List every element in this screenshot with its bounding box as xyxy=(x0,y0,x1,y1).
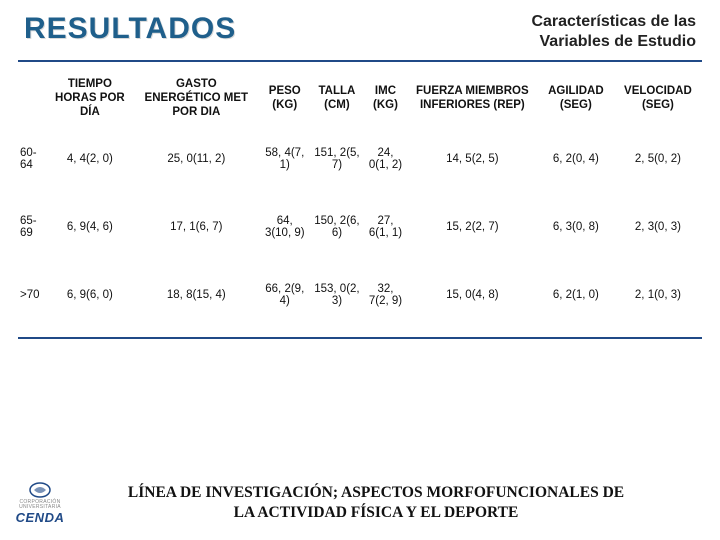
cell: 32, 7(2, 9) xyxy=(364,261,407,329)
cell: 15, 0(4, 8) xyxy=(407,261,538,329)
cell: 27, 6(1, 1) xyxy=(364,193,407,261)
cell: 6, 2(0, 4) xyxy=(538,125,614,193)
cell: 4, 4(2, 0) xyxy=(47,125,133,193)
cell: 2, 1(0, 3) xyxy=(614,261,702,329)
table-row: 65-69 6, 9(4, 6) 17, 1(6, 7) 64, 3(10, 9… xyxy=(18,193,702,261)
subtitle: Características de las Variables de Estu… xyxy=(531,12,696,52)
cell: 6, 9(4, 6) xyxy=(47,193,133,261)
logo: CORPORACIÓN UNIVERSITARIA CENDA xyxy=(10,480,70,526)
cenda-logo-icon xyxy=(28,481,52,499)
cell: 24, 0(1, 2) xyxy=(364,125,407,193)
footer: CORPORACIÓN UNIVERSITARIA CENDA LÍNEA DE… xyxy=(0,470,720,540)
divider-bottom xyxy=(18,337,702,339)
col-header-imc: IMC (KG) xyxy=(364,72,407,125)
cell: 6, 3(0, 8) xyxy=(538,193,614,261)
cell: 151, 2(5, 7) xyxy=(310,125,365,193)
cell: 58, 4(7, 1) xyxy=(260,125,310,193)
cell: 15, 2(2, 7) xyxy=(407,193,538,261)
table-row: 60-64 4, 4(2, 0) 25, 0(11, 2) 58, 4(7, 1… xyxy=(18,125,702,193)
cell: 14, 5(2, 5) xyxy=(407,125,538,193)
results-table: TIEMPO HORAS POR DÍA GASTO ENERGÉTICO ME… xyxy=(18,72,702,329)
cell: 2, 5(0, 2) xyxy=(614,125,702,193)
col-header-agilidad: AGILIDAD (SEG) xyxy=(538,72,614,125)
cell: 60-64 xyxy=(18,125,47,193)
cell: 6, 9(6, 0) xyxy=(47,261,133,329)
col-header-group xyxy=(18,72,47,125)
col-header-velocidad: VELOCIDAD (SEG) xyxy=(614,72,702,125)
table-container: TIEMPO HORAS POR DÍA GASTO ENERGÉTICO ME… xyxy=(0,62,720,329)
cell: 150, 2(6, 6) xyxy=(310,193,365,261)
cell: 18, 8(15, 4) xyxy=(133,261,260,329)
cell: 64, 3(10, 9) xyxy=(260,193,310,261)
table-header-row: TIEMPO HORAS POR DÍA GASTO ENERGÉTICO ME… xyxy=(18,72,702,125)
subtitle-line2: Variables de Estudio xyxy=(531,32,696,52)
col-header-tiempo: TIEMPO HORAS POR DÍA xyxy=(47,72,133,125)
col-header-gasto: GASTO ENERGÉTICO MET POR DIA xyxy=(133,72,260,125)
page-title: RESULTADOS xyxy=(24,12,236,46)
cell: 25, 0(11, 2) xyxy=(133,125,260,193)
col-header-peso: PESO (KG) xyxy=(260,72,310,125)
col-header-talla: TALLA (CM) xyxy=(310,72,365,125)
cell: 6, 2(1, 0) xyxy=(538,261,614,329)
table-row: >70 6, 9(6, 0) 18, 8(15, 4) 66, 2(9, 4) … xyxy=(18,261,702,329)
footer-text: LÍNEA DE INVESTIGACIÓN; ASPECTOS MORFOFU… xyxy=(82,483,710,523)
logo-subtitle: CORPORACIÓN UNIVERSITARIA xyxy=(10,500,70,510)
footer-line1: LÍNEA DE INVESTIGACIÓN; ASPECTOS MORFOFU… xyxy=(82,483,670,503)
subtitle-line1: Características de las xyxy=(531,12,696,32)
cell: 153, 0(2, 3) xyxy=(310,261,365,329)
cell: 17, 1(6, 7) xyxy=(133,193,260,261)
cell: 66, 2(9, 4) xyxy=(260,261,310,329)
cell: 2, 3(0, 3) xyxy=(614,193,702,261)
header: RESULTADOS Características de las Variab… xyxy=(0,0,720,56)
col-header-fuerza: FUERZA MIEMBROS INFERIORES (REP) xyxy=(407,72,538,125)
footer-line2: LA ACTIVIDAD FÍSICA Y EL DEPORTE xyxy=(82,503,670,523)
logo-text: CENDA xyxy=(16,510,65,525)
cell: >70 xyxy=(18,261,47,329)
cell: 65-69 xyxy=(18,193,47,261)
